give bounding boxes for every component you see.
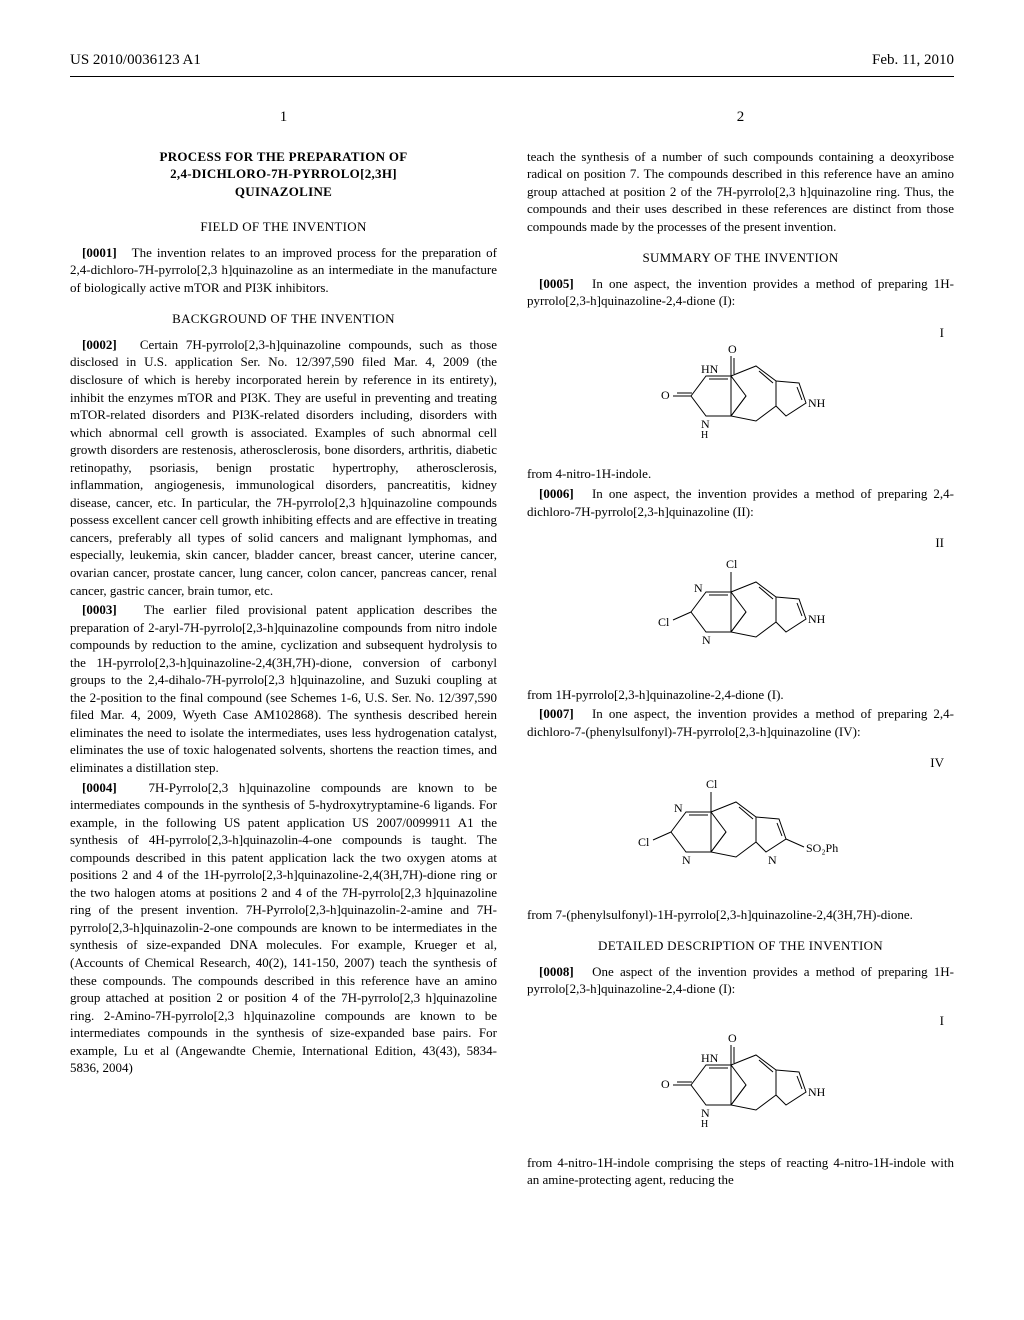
- paragraph-text: Certain 7H-pyrrolo[2,3-h]quinazoline com…: [70, 337, 497, 598]
- chemical-structure-I-repeat: I O HN O N H: [527, 1012, 954, 1140]
- paragraph-text: In one aspect, the invention provides a …: [527, 706, 954, 739]
- paragraph-text: One aspect of the invention provides a m…: [527, 964, 954, 997]
- atom-label: HN: [701, 362, 719, 376]
- paragraph: [0001] The invention relates to an impro…: [70, 244, 497, 297]
- atom-label: N: [702, 633, 711, 647]
- paragraph-label: [0008]: [539, 964, 574, 979]
- publication-date: Feb. 11, 2010: [872, 50, 954, 70]
- atom-label: HN: [701, 1051, 719, 1065]
- atom-label: O: [661, 1077, 670, 1091]
- atom-label: SO₂Ph: [806, 841, 838, 855]
- title-line-3: QUINAZOLINE: [235, 184, 332, 199]
- page-header: US 2010/0036123 A1 Feb. 11, 2010: [70, 50, 954, 70]
- paragraph-label: [0007]: [539, 706, 574, 721]
- paragraph: [0003] The earlier filed provisional pat…: [70, 601, 497, 776]
- paragraph-label: [0002]: [82, 337, 117, 352]
- paragraph-label: [0003]: [82, 602, 117, 617]
- atom-label: O: [728, 1031, 737, 1045]
- column-page-number: 2: [527, 107, 954, 127]
- atom-label: Cl: [726, 557, 738, 571]
- publication-number: US 2010/0036123 A1: [70, 50, 201, 70]
- atom-label: N: [694, 581, 703, 595]
- molecule-svg: O HN O N H NH: [651, 341, 831, 451]
- title-line-1: PROCESS FOR THE PREPARATION OF: [159, 149, 407, 164]
- atom-label: O: [661, 388, 670, 402]
- document-title: PROCESS FOR THE PREPARATION OF 2,4-DICHL…: [70, 148, 497, 201]
- paragraph-label: [0006]: [539, 486, 574, 501]
- paragraph: [0002] Certain 7H-pyrrolo[2,3-h]quinazol…: [70, 336, 497, 599]
- atom-label: NH: [808, 396, 826, 410]
- atom-label: NH: [808, 612, 826, 626]
- atom-label: H: [701, 430, 708, 441]
- paragraph-after-structure: from 1H-pyrrolo[2,3-h]quinazoline-2,4-di…: [527, 686, 954, 704]
- equation-label: I: [527, 324, 954, 342]
- right-column: 2 teach the synthesis of a number of suc…: [527, 107, 954, 1190]
- paragraph: [0004] 7H-Pyrrolo[2,3 h]quinazoline comp…: [70, 779, 497, 1077]
- title-line-2: 2,4-DICHLORO-7H-PYRROLO[2,3H]: [170, 166, 397, 181]
- paragraph-after-structure: from 4-nitro-1H-indole comprising the st…: [527, 1154, 954, 1189]
- paragraph: [0008] One aspect of the invention provi…: [527, 963, 954, 998]
- paragraph-after-structure: from 7-(phenylsulfonyl)-1H-pyrrolo[2,3-h…: [527, 906, 954, 924]
- section-heading-detailed: DETAILED DESCRIPTION OF THE INVENTION: [527, 937, 954, 955]
- chemical-structure-IV: IV Cl N Cl N N SO: [527, 754, 954, 892]
- paragraph-text: The earlier filed provisional patent app…: [70, 602, 497, 775]
- atom-label: N: [701, 1106, 710, 1120]
- molecule-svg: Cl N Cl N NH: [646, 552, 836, 672]
- paragraph: [0006] In one aspect, the invention prov…: [527, 485, 954, 520]
- column-page-number: 1: [70, 107, 497, 127]
- paragraph-continuation: teach the synthesis of a number of such …: [527, 148, 954, 236]
- atom-label: O: [728, 342, 737, 356]
- section-heading-background: BACKGROUND OF THE INVENTION: [70, 310, 497, 328]
- atom-label: Cl: [706, 777, 718, 791]
- header-rule: [70, 76, 954, 77]
- molecule-svg: O HN O N H NH: [651, 1030, 831, 1140]
- left-column: 1 PROCESS FOR THE PREPARATION OF 2,4-DIC…: [70, 107, 497, 1190]
- equation-label: II: [527, 534, 954, 552]
- paragraph-text: The invention relates to an improved pro…: [70, 245, 497, 295]
- chemical-structure-II: II Cl N Cl N NH: [527, 534, 954, 672]
- section-heading-field: FIELD OF THE INVENTION: [70, 218, 497, 236]
- paragraph-after-structure: from 4-nitro-1H-indole.: [527, 465, 954, 483]
- paragraph-label: [0004]: [82, 780, 117, 795]
- atom-label: N: [674, 801, 683, 815]
- atom-label: Cl: [638, 835, 650, 849]
- atom-label: NH: [808, 1085, 826, 1099]
- equation-label: IV: [527, 754, 954, 772]
- atom-label: N: [701, 417, 710, 431]
- molecule-svg: Cl N Cl N N SO₂Ph: [626, 772, 856, 892]
- atom-label: N: [768, 853, 777, 867]
- section-heading-summary: SUMMARY OF THE INVENTION: [527, 249, 954, 267]
- atom-label: Cl: [658, 615, 670, 629]
- paragraph-label: [0005]: [539, 276, 574, 291]
- two-column-layout: 1 PROCESS FOR THE PREPARATION OF 2,4-DIC…: [70, 107, 954, 1190]
- paragraph-label: [0001]: [82, 245, 117, 260]
- paragraph: [0007] In one aspect, the invention prov…: [527, 705, 954, 740]
- atom-label: H: [701, 1119, 708, 1130]
- paragraph-text: 7H-Pyrrolo[2,3 h]quinazoline compounds a…: [70, 780, 497, 1076]
- paragraph-text: In one aspect, the invention provides a …: [527, 276, 954, 309]
- paragraph-text: In one aspect, the invention provides a …: [527, 486, 954, 519]
- equation-label: I: [527, 1012, 954, 1030]
- chemical-structure-I: I: [527, 324, 954, 452]
- paragraph: [0005] In one aspect, the invention prov…: [527, 275, 954, 310]
- atom-label: N: [682, 853, 691, 867]
